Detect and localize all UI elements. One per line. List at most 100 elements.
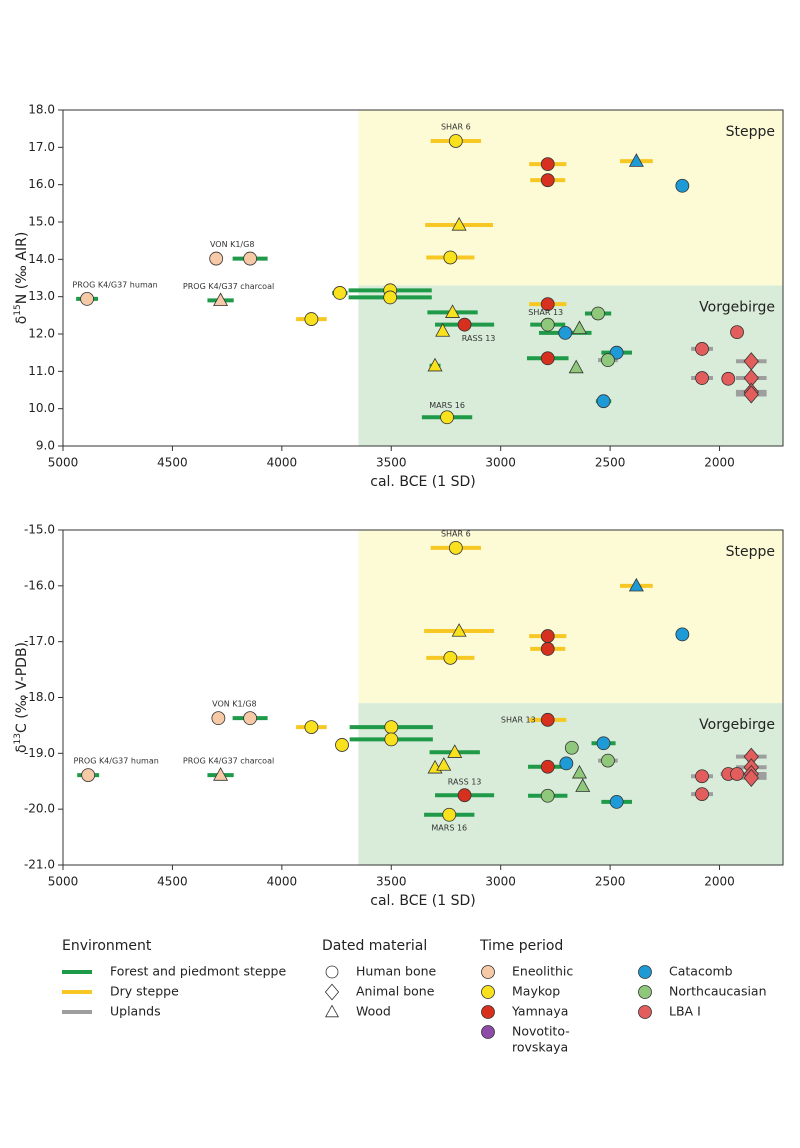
legend-label: Yamnaya: [511, 1004, 568, 1019]
x-tick-label: 2500: [595, 456, 626, 470]
marker: [540, 642, 555, 656]
marker: [332, 286, 347, 300]
point-label: PROG K4/G37 charcoal: [183, 282, 274, 291]
region: [358, 530, 783, 704]
marker: [540, 173, 555, 188]
y-tick-label: 13.0: [28, 289, 55, 303]
marker: [695, 769, 709, 784]
point-label: SHAR 6: [441, 529, 471, 538]
marker: [448, 540, 463, 555]
y-tick-label: -21.0: [24, 858, 55, 872]
marker: [695, 787, 709, 801]
legend-label: LBA I: [669, 1004, 701, 1019]
y-axis-label-sup: 13: [13, 733, 23, 744]
marker: [304, 720, 319, 734]
point-label: SHAR 13: [501, 715, 536, 724]
marker: [447, 744, 463, 758]
marker: [695, 342, 709, 356]
marker: [540, 297, 555, 312]
marker: [457, 788, 472, 803]
marker: [564, 740, 579, 755]
marker: [675, 178, 690, 193]
marker: [596, 394, 611, 409]
marker: [540, 629, 555, 643]
legend-label: Novotito-: [512, 1024, 570, 1039]
y-axis-label-part: N (‰ AIR): [14, 232, 30, 305]
legend-title: Environment: [62, 938, 152, 954]
marker: [440, 410, 454, 425]
y-tick-label: 10.0: [28, 401, 55, 415]
legend-label: Northcaucasian: [669, 984, 767, 999]
marker: [443, 650, 458, 665]
legend-symbol: [325, 965, 339, 979]
legend-symbol: [638, 985, 652, 999]
marker: [628, 153, 644, 167]
region-label: Vorgebirge: [699, 717, 775, 733]
marker: [540, 157, 555, 172]
marker: [609, 345, 624, 360]
legend-label: Eneolithic: [512, 964, 573, 979]
marker: [540, 788, 555, 803]
marker: [558, 325, 573, 340]
marker: [540, 759, 555, 774]
marker: [443, 250, 458, 265]
x-tick-label: 3000: [485, 875, 516, 889]
region: [358, 110, 783, 286]
marker: [442, 807, 457, 822]
marker: [213, 767, 229, 781]
region-label: Steppe: [726, 124, 775, 140]
legend-symbol: [324, 983, 340, 1001]
y-axis-label-part: C (‰ V-PDB): [14, 642, 30, 733]
x-axis-label: cal. BCE (1 SD): [370, 893, 475, 909]
legend-label: Human bone: [356, 964, 437, 979]
marker: [457, 317, 472, 332]
legend-label: Catacomb: [669, 964, 733, 979]
y-tick-label: 11.0: [28, 364, 55, 378]
point-label: SHAR 6: [441, 122, 471, 131]
point-label: MARS 16: [429, 401, 465, 410]
legend-symbol: [638, 1005, 652, 1019]
legend-title: Dated material: [322, 938, 427, 954]
legend-symbol: [481, 1025, 495, 1039]
y-tick-label: 16.0: [28, 177, 55, 191]
x-tick-label: 3500: [376, 456, 407, 470]
marker: [209, 251, 224, 266]
y-axis-label-part: δ: [14, 744, 30, 753]
legend-label: rovskaya: [512, 1040, 568, 1055]
marker: [427, 357, 443, 372]
marker: [695, 371, 709, 385]
marker: [609, 795, 624, 809]
marker: [451, 217, 467, 231]
marker: [568, 359, 584, 374]
marker: [243, 251, 258, 266]
marker: [451, 623, 467, 637]
y-axis-label: δ13C (‰ V-PDB): [13, 642, 31, 753]
region-label: Steppe: [726, 544, 775, 560]
x-tick-label: 3500: [376, 875, 407, 889]
marker: [540, 351, 555, 366]
marker: [743, 385, 759, 404]
x-tick-label: 4000: [267, 875, 298, 889]
point-label: PROG K4/G37 charcoal: [183, 757, 274, 766]
legend-symbol: [481, 1005, 495, 1019]
region-label: Vorgebirge: [699, 299, 775, 315]
legend-label: Uplands: [110, 1004, 161, 1019]
marker: [81, 768, 96, 783]
point-label: RASS 13: [448, 778, 482, 787]
x-tick-label: 4500: [157, 875, 188, 889]
marker: [383, 290, 398, 305]
marker: [591, 306, 605, 321]
point-label: MARS 16: [431, 823, 467, 832]
marker: [243, 711, 258, 726]
legend-label: Dry steppe: [110, 984, 179, 999]
marker: [743, 768, 759, 787]
marker: [559, 756, 574, 771]
y-tick-label: 17.0: [28, 140, 55, 154]
marker: [435, 323, 451, 337]
legend-label: Animal bone: [356, 984, 435, 999]
marker: [730, 325, 744, 340]
marker: [596, 736, 611, 751]
y-axis-label-sup: 15: [13, 304, 23, 315]
y-tick-label: 9.0: [36, 439, 55, 453]
